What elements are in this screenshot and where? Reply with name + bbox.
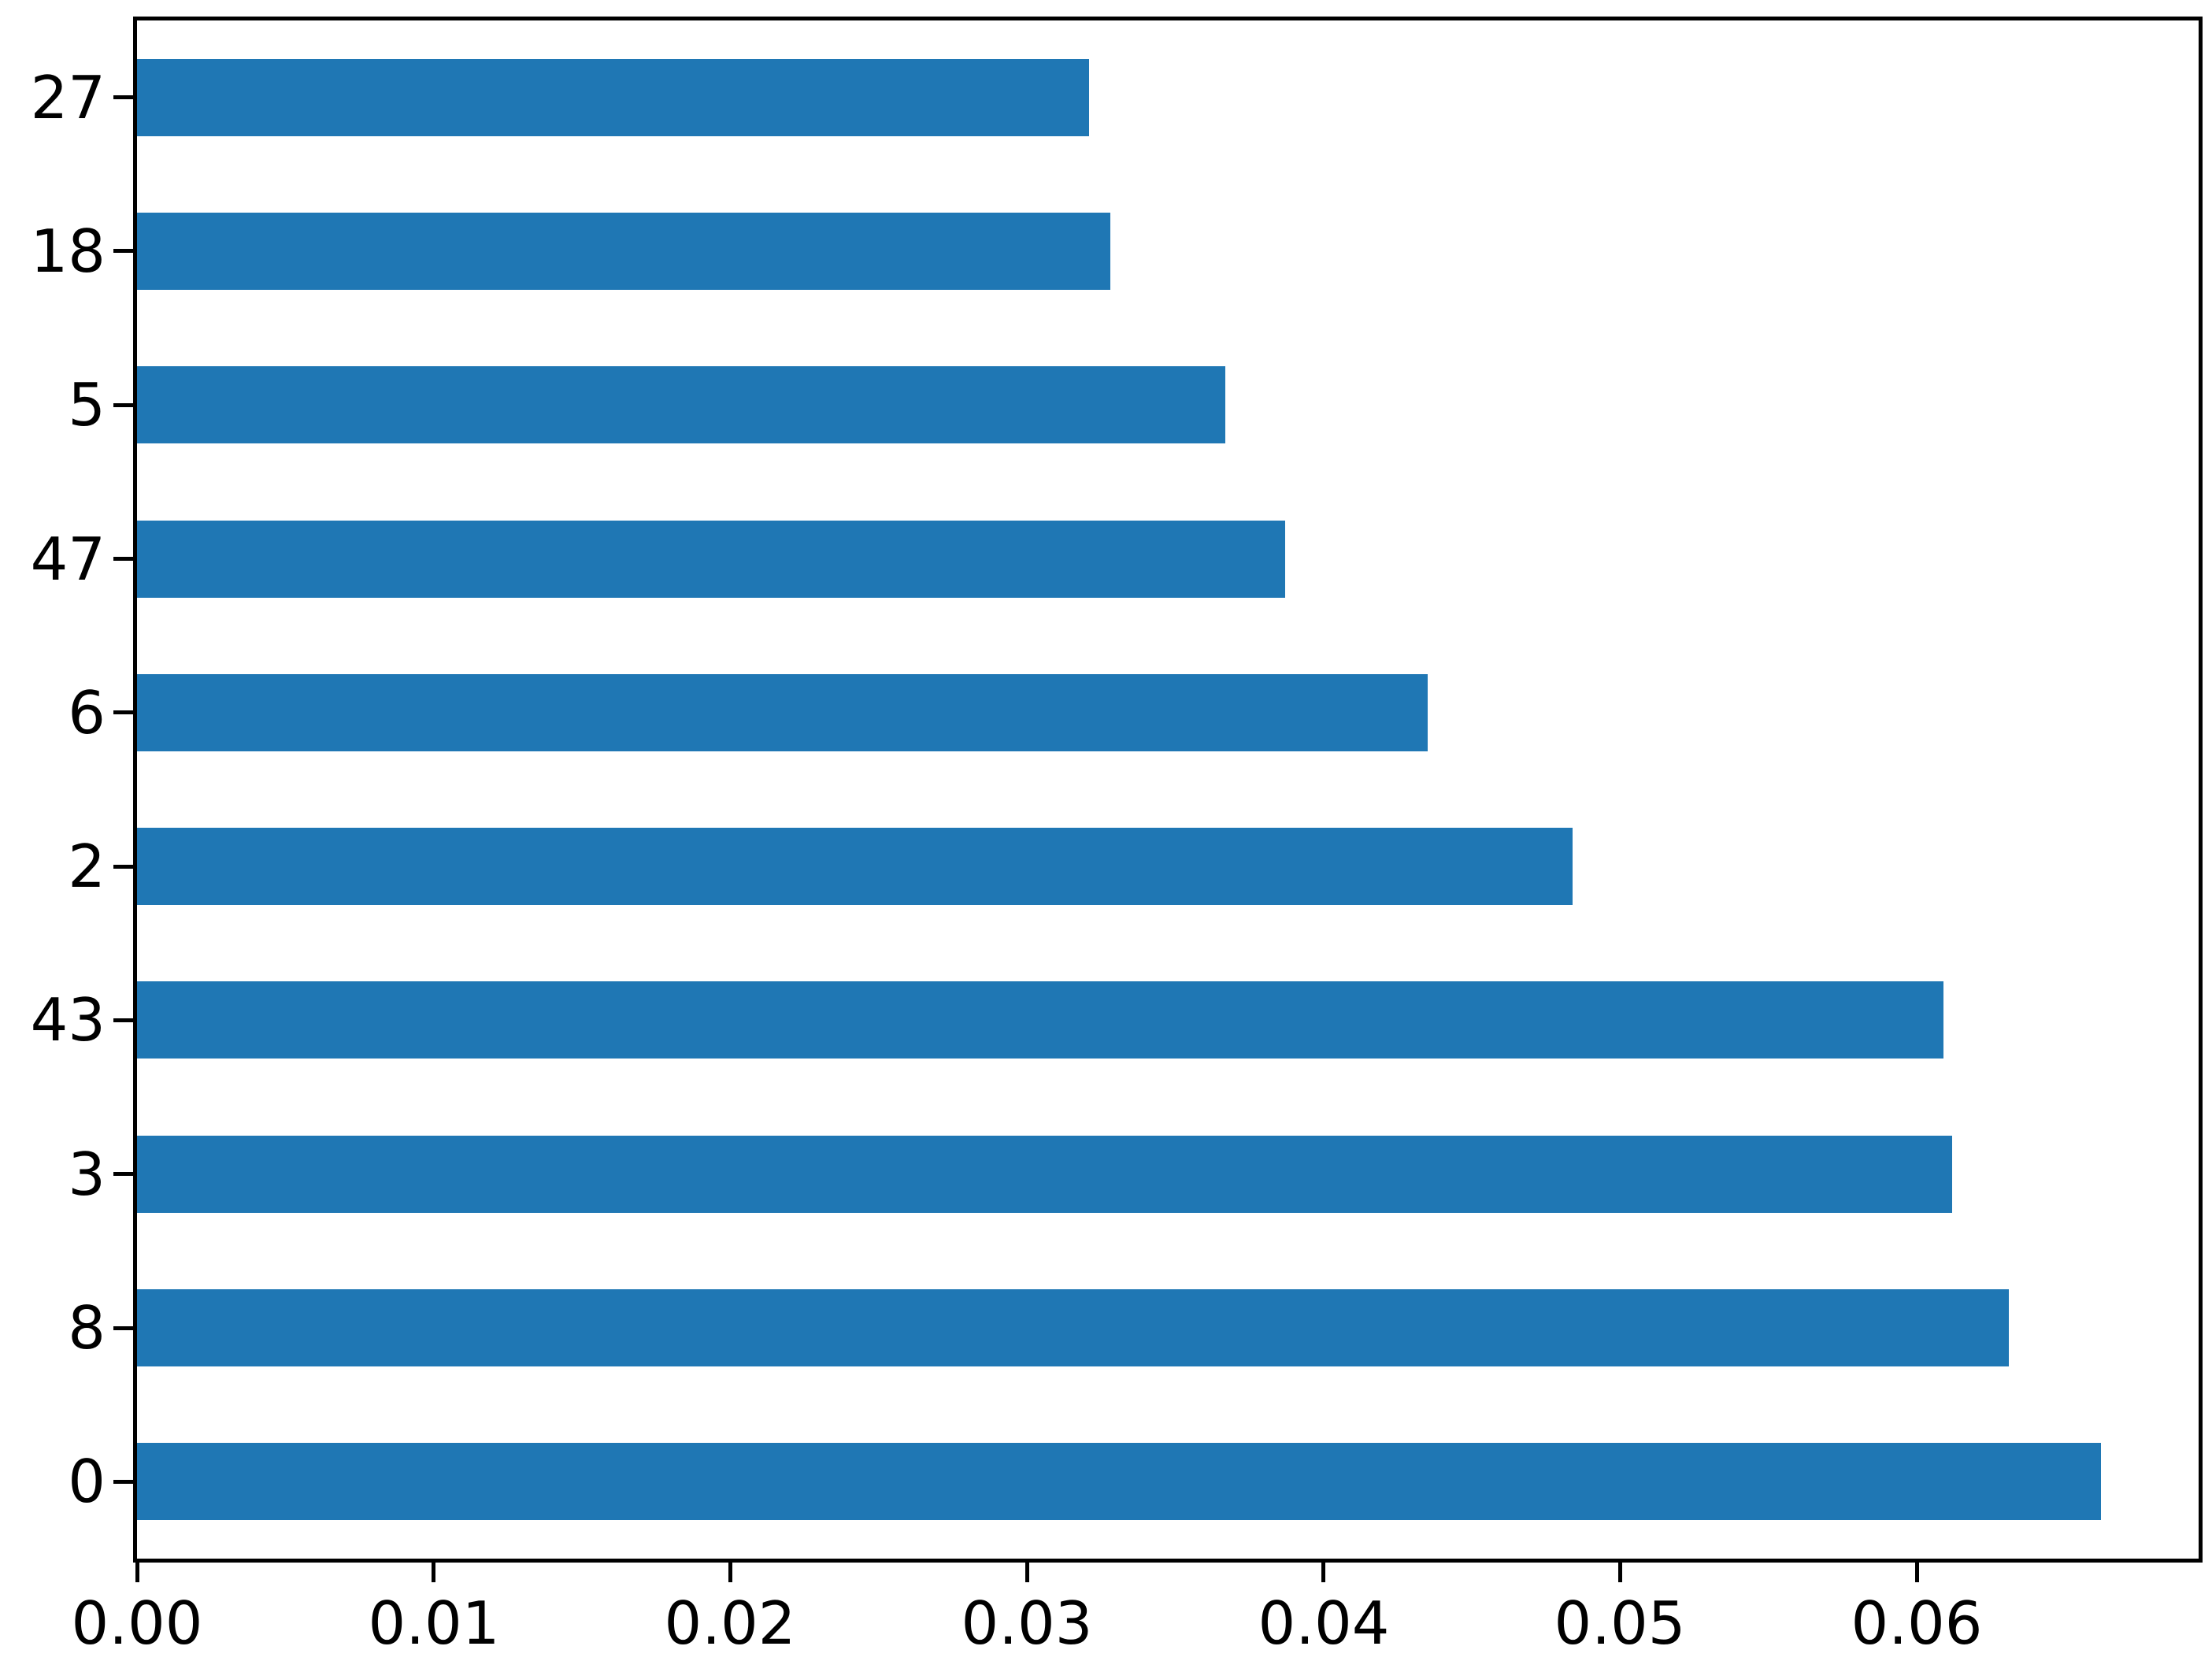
x-tick-mark (1915, 1563, 1919, 1582)
x-tick-label: 0.02 (664, 1589, 796, 1658)
y-tick-label: 8 (68, 1293, 106, 1363)
x-tick-mark (135, 1563, 139, 1582)
y-tick-mark (113, 1326, 133, 1330)
y-tick-mark (113, 557, 133, 561)
x-tick-mark (1025, 1563, 1029, 1582)
y-tick-mark (113, 1018, 133, 1022)
y-tick-mark (113, 403, 133, 407)
x-tick-label: 0.05 (1554, 1589, 1686, 1658)
x-tick-label: 0.04 (1258, 1589, 1390, 1658)
bar-category-47 (137, 521, 1285, 598)
x-tick-mark (728, 1563, 732, 1582)
x-tick-mark (1618, 1563, 1622, 1582)
y-tick-label: 2 (68, 832, 106, 901)
x-tick-label: 0.06 (1851, 1589, 1983, 1658)
bar-category-18 (137, 213, 1110, 290)
y-tick-mark (113, 249, 133, 253)
bar-category-6 (137, 674, 1428, 751)
bar-category-27 (137, 59, 1089, 136)
y-tick-mark (113, 95, 133, 99)
y-tick-label: 3 (68, 1140, 106, 1209)
x-tick-label: 0.01 (368, 1589, 500, 1658)
y-tick-label: 43 (30, 985, 106, 1055)
bar-category-8 (137, 1289, 2009, 1366)
y-tick-label: 6 (68, 678, 106, 747)
x-tick-mark (432, 1563, 435, 1582)
x-tick-label: 0.00 (71, 1589, 203, 1658)
bar-category-5 (137, 366, 1225, 443)
y-tick-mark (113, 865, 133, 869)
y-tick-mark (113, 1172, 133, 1176)
y-tick-mark (113, 1480, 133, 1484)
plot-area (133, 17, 2203, 1563)
y-tick-label: 27 (30, 63, 106, 132)
bar-category-43 (137, 981, 1943, 1059)
x-tick-label: 0.03 (961, 1589, 1093, 1658)
bar-category-0 (137, 1443, 2101, 1520)
y-tick-label: 5 (68, 370, 106, 439)
bar-category-2 (137, 828, 1573, 905)
y-tick-label: 47 (30, 525, 106, 594)
bar-category-3 (137, 1136, 1952, 1213)
x-tick-mark (1321, 1563, 1325, 1582)
y-tick-mark (113, 710, 133, 714)
y-tick-label: 18 (30, 217, 106, 286)
y-tick-label: 0 (68, 1447, 106, 1516)
